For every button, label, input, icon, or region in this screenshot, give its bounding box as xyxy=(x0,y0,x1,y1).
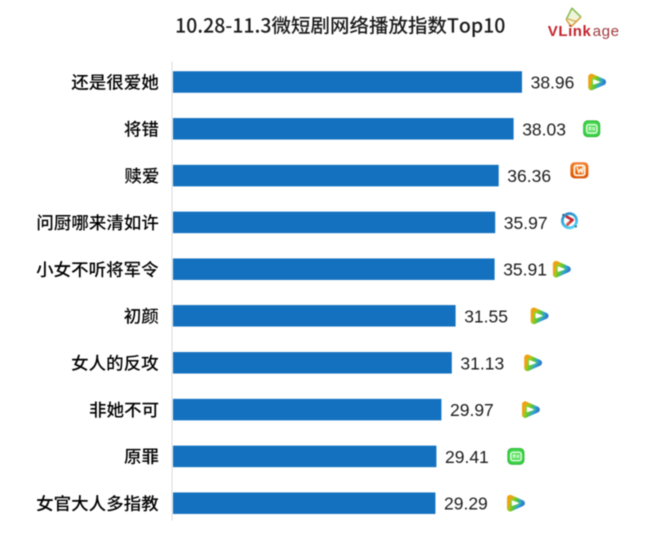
svg-text:36.36: 36.36 xyxy=(507,166,551,186)
svg-text:29.97: 29.97 xyxy=(450,400,494,420)
svg-text:38.96: 38.96 xyxy=(531,73,575,93)
svg-text:29.29: 29.29 xyxy=(444,494,488,514)
svg-text:35.97: 35.97 xyxy=(504,213,548,233)
svg-text:VLinkage: VLinkage xyxy=(548,23,620,40)
svg-text:35.91: 35.91 xyxy=(503,260,547,280)
svg-text:31.13: 31.13 xyxy=(460,353,504,373)
svg-text:29.41: 29.41 xyxy=(445,447,489,467)
svg-text:31.55: 31.55 xyxy=(464,306,508,326)
svg-text:38.03: 38.03 xyxy=(522,119,566,139)
